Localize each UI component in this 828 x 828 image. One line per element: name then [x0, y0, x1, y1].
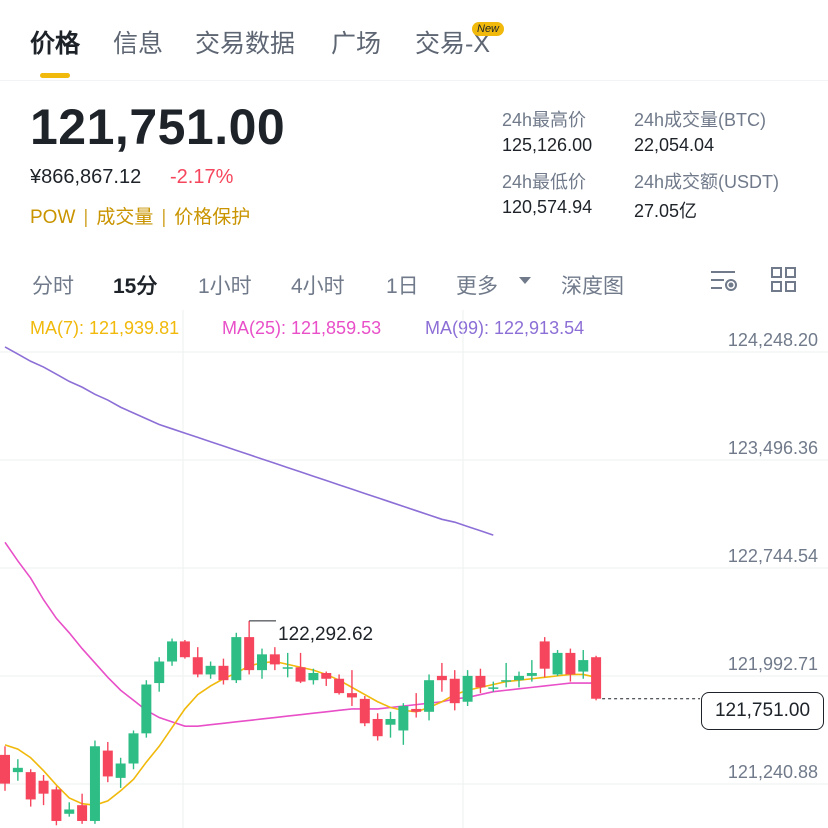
candle-body [539, 641, 550, 669]
top-tab-bar: 价格 信息 交易数据 广场 交易-X New [0, 0, 828, 80]
candle-body [192, 657, 203, 675]
candle-body [385, 718, 396, 725]
tab-price[interactable]: 价格 [30, 30, 81, 58]
candle-body [167, 641, 178, 662]
candle-body [64, 809, 75, 814]
y-tick-label: 121,992.71 [728, 654, 818, 674]
candle-body [449, 678, 460, 704]
ma25-line [4, 541, 597, 727]
tag-row: POW | 成交量 | 价格保护 [30, 207, 251, 228]
candle-body [77, 805, 88, 821]
y-tick-label: 124,248.20 [728, 330, 818, 350]
candle-body [128, 733, 139, 764]
candle-body [231, 637, 242, 681]
ma99-line [4, 346, 494, 536]
candle-body [102, 750, 113, 777]
last-price: 121,751.00 [30, 99, 286, 155]
high-24h-value: 125,126.00 [502, 135, 593, 155]
candle-body [475, 675, 486, 688]
volume-btc-value: 22,054.04 [634, 135, 715, 155]
candle-body [488, 687, 499, 689]
candle-body [141, 684, 152, 734]
current-price-tag[interactable]: 121,751.00 [701, 692, 824, 730]
ma99-legend: MA(99): 122,913.54 [425, 318, 585, 338]
ma7-legend: MA(7): 121,939.81 [30, 318, 180, 338]
interval-4h[interactable]: 4小时 [291, 275, 345, 298]
high-24h-label: 24h最高价 [502, 110, 587, 130]
candle-body [462, 675, 473, 702]
tab-square[interactable]: 广场 [331, 30, 382, 58]
price-change-percent: -2.17% [170, 166, 234, 188]
caret-down-icon[interactable] [518, 276, 532, 286]
candle-body [295, 667, 306, 682]
candle-body [398, 706, 409, 731]
candle-body [269, 654, 280, 665]
low-24h-label: 24h最低价 [502, 172, 587, 192]
candle-body [501, 680, 512, 682]
candle-body [372, 718, 383, 737]
interval-1d[interactable]: 1日 [386, 275, 419, 298]
ma25-legend: MA(25): 121,859.53 [222, 318, 382, 338]
header-divider [0, 80, 828, 81]
candle-body [25, 772, 36, 800]
volume-usdt-value: 27.05亿 [634, 201, 698, 221]
depth-chart-tab[interactable]: 深度图 [561, 275, 624, 298]
candle-body [154, 661, 165, 684]
candle-body [436, 675, 447, 681]
candle-body [424, 680, 435, 712]
candle-body [89, 746, 100, 821]
interval-more[interactable]: 更多 [456, 275, 498, 298]
interval-15m[interactable]: 15分 [113, 275, 158, 298]
candle-body [115, 763, 126, 778]
tab-info[interactable]: 信息 [113, 30, 164, 58]
candle-body [38, 780, 49, 794]
candle-body [218, 665, 229, 681]
grid-layout-icon[interactable] [770, 266, 798, 294]
new-badge: New [472, 22, 505, 36]
interval-1h[interactable]: 1小时 [198, 275, 252, 298]
volume-btc-label: 24h成交量(BTC) [634, 110, 767, 130]
tag-pow[interactable]: POW [30, 207, 76, 228]
high-price-marker: 122,292.62 [278, 624, 374, 645]
y-tick-label: 121,240.88 [728, 762, 818, 782]
cny-price: ¥866,867.12 [30, 166, 142, 188]
interval-bar: 分时 15分 1小时 4小时 1日 更多 深度图 [0, 262, 828, 302]
candle-body [411, 708, 422, 712]
volume-usdt-label: 24h成交额(USDT) [634, 172, 780, 192]
candle-body [321, 673, 332, 679]
candle-body [205, 665, 216, 675]
active-tab-indicator [40, 73, 70, 78]
candle-body [244, 637, 255, 671]
tab-trading-data[interactable]: 交易数据 [195, 30, 296, 58]
candle-body [578, 660, 589, 672]
candle-body [565, 652, 576, 675]
tag-volume[interactable]: 成交量 [96, 207, 154, 228]
candle-body [334, 678, 345, 694]
candle-body [514, 675, 524, 681]
candle-body [179, 641, 190, 658]
candle-body [12, 767, 23, 773]
candle-body [591, 657, 602, 699]
y-tick-label: 122,744.54 [728, 546, 818, 566]
interval-timeline[interactable]: 分时 [32, 275, 74, 298]
candle-body [51, 789, 62, 821]
candle-body [257, 654, 267, 671]
tag-price-protection[interactable]: 价格保护 [174, 207, 251, 228]
candlestick-chart[interactable]: 124,248.20 123,496.36 122,744.54 121,992.71… [0, 300, 828, 828]
candle-body [552, 652, 563, 675]
indicator-settings-icon[interactable] [708, 266, 740, 296]
candle-body [526, 673, 537, 676]
candle-body [359, 698, 370, 724]
y-tick-label: 123,496.36 [728, 438, 818, 458]
low-24h-value: 120,574.94 [502, 197, 593, 217]
candle-body [308, 673, 319, 681]
candle-body [0, 754, 10, 784]
candle-body [282, 667, 293, 669]
candle-body [346, 693, 357, 698]
